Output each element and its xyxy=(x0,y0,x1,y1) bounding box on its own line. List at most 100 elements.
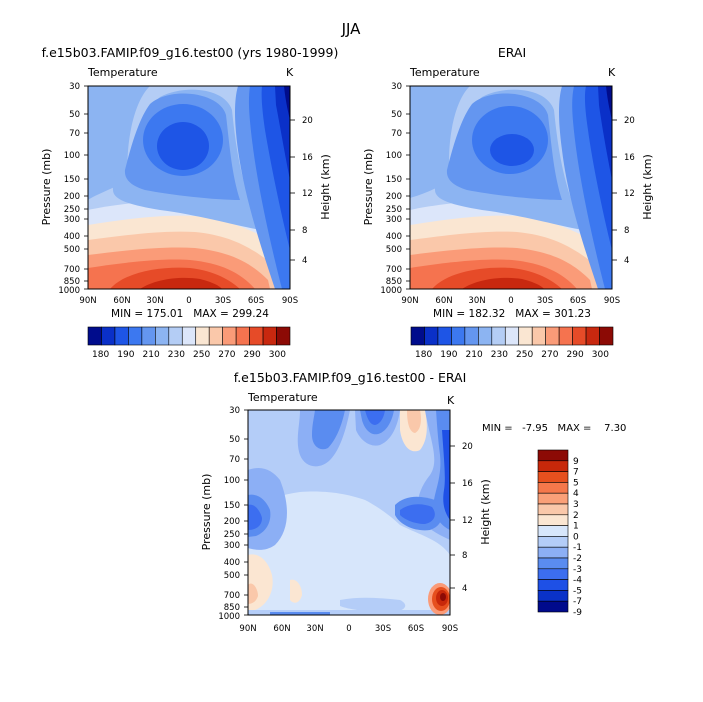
contour-fill xyxy=(407,410,421,433)
x-tick-label: 90S xyxy=(282,296,298,306)
x-tick-label: 30N xyxy=(468,296,485,306)
colorbar-swatch xyxy=(249,326,264,346)
y-tick-label: 150 xyxy=(64,175,80,185)
colorbar-label: 270 xyxy=(218,350,235,360)
x-tick-label: 0 xyxy=(346,624,351,634)
colorbar-label: 210 xyxy=(466,350,483,360)
contour-fill xyxy=(410,86,470,198)
y-tick-label: 200 xyxy=(386,192,402,202)
colorbar-label: 1 xyxy=(573,522,579,532)
x-tick-label: 0 xyxy=(508,296,513,306)
colorbar-label: -1 xyxy=(573,543,582,553)
contour-fill xyxy=(312,410,345,450)
panel-title: ERAI xyxy=(498,45,526,60)
colorbar-swatch xyxy=(537,525,569,537)
colorbar-swatch xyxy=(114,326,129,346)
colorbar-swatch xyxy=(537,590,569,602)
colorbar-swatch xyxy=(451,326,466,346)
y-tick-label: 250 xyxy=(64,205,80,215)
colorbar-label: 180 xyxy=(415,350,432,360)
colorbar: 180 190 210 230 250 270 290 300 xyxy=(410,326,614,360)
colorbar-swatch xyxy=(141,326,156,346)
y-tick-label: 400 xyxy=(64,232,80,242)
y2-ticks xyxy=(450,445,455,589)
plot-frame xyxy=(87,85,291,290)
variable-label: Temperature xyxy=(247,391,318,404)
contour-fill xyxy=(140,277,222,289)
y2-axis-label: Height (km) xyxy=(479,479,492,545)
y-tick-label: 70 xyxy=(229,455,240,465)
y2-tick-label: 20 xyxy=(462,442,473,452)
contour-fill xyxy=(400,504,435,524)
colorbar-swatch xyxy=(537,460,569,472)
colorbar-label: -3 xyxy=(573,565,582,575)
colorbar-swatch xyxy=(537,503,569,516)
y2-tick-label: 16 xyxy=(624,153,635,163)
x-tick-label: 30N xyxy=(306,624,323,634)
y-tick-label: 1000 xyxy=(218,612,240,622)
colorbar-swatch xyxy=(504,326,520,346)
contour-fill xyxy=(340,597,406,612)
x-tick-label: 90N xyxy=(401,296,418,306)
panel-difference: f.e15b03.FAMIP.f09_g16.test00 - ERAI Tem… xyxy=(200,370,626,634)
colorbar-swatch xyxy=(155,326,170,346)
colorbar-swatch xyxy=(558,326,573,346)
y-tick-label: 400 xyxy=(386,232,402,242)
colorbar-swatch xyxy=(537,449,569,462)
colorbar-swatch xyxy=(518,326,533,346)
panel-title: f.e15b03.FAMIP.f09_g16.test00 (yrs 1980-… xyxy=(42,45,339,60)
colorbar-swatch xyxy=(128,326,143,346)
colorbar-swatch xyxy=(491,326,506,346)
x-tick-label: 90N xyxy=(239,624,256,634)
y-axis-label: Pressure (mb) xyxy=(200,474,213,551)
x-tick-label: 0 xyxy=(186,296,191,306)
colorbar: 180 190 210 230 250 270 290 300 xyxy=(87,326,291,360)
x-tick-label: 60N xyxy=(273,624,290,634)
x-tick-label: 60S xyxy=(248,296,264,306)
y2-tick-label: 4 xyxy=(462,584,467,594)
x-tick-label: 90S xyxy=(442,624,458,634)
variable-label: Temperature xyxy=(87,66,158,79)
colorbar-swatch xyxy=(537,536,569,548)
y-tick-label: 150 xyxy=(224,501,240,511)
colorbar-label: -7 xyxy=(573,597,582,607)
y2-tick-label: 12 xyxy=(302,189,313,199)
plot-frame xyxy=(409,85,613,290)
y-tick-label: 70 xyxy=(69,129,80,139)
x-tick-label: 30S xyxy=(215,296,231,306)
y-tick-label: 50 xyxy=(229,435,240,445)
contour-fill xyxy=(157,122,209,170)
colorbar-swatch xyxy=(537,482,569,494)
colorbar-label: -9 xyxy=(573,608,582,618)
y-tick-label: 1000 xyxy=(58,286,80,296)
plot-frame xyxy=(247,409,451,616)
colorbar-label: 9 xyxy=(573,457,579,467)
contour-fill xyxy=(606,86,612,120)
x-tick-label: 30S xyxy=(537,296,553,306)
y-tick-label: 100 xyxy=(64,151,80,161)
colorbar-swatch xyxy=(235,326,250,346)
variable-label: Temperature xyxy=(409,66,480,79)
colorbar-swatch xyxy=(537,568,569,580)
y-tick-label: 200 xyxy=(64,192,80,202)
colorbar-swatch xyxy=(537,514,569,526)
y-tick-label: 850 xyxy=(224,603,240,613)
page-title: JJA xyxy=(341,20,362,38)
colorbar-label: 250 xyxy=(516,350,533,360)
colorbar-swatch xyxy=(87,326,102,346)
y2-tick-label: 8 xyxy=(462,551,467,561)
colorbar-label: 230 xyxy=(491,350,508,360)
min-max-stats: MIN = 182.32 MAX = 301.23 xyxy=(433,308,591,320)
contour-fill xyxy=(442,430,450,520)
colorbar-label: 7 xyxy=(573,468,579,478)
y-tick-label: 700 xyxy=(64,265,80,275)
panel-title: f.e15b03.FAMIP.f09_g16.test00 - ERAI xyxy=(234,370,467,385)
colorbar-label: 2 xyxy=(573,511,579,521)
colorbar-swatch xyxy=(545,326,560,346)
contour-field xyxy=(248,410,450,615)
panel-erai-temperature: ERAI Temperature K 30 50 70 xyxy=(362,45,654,360)
colorbar-swatch xyxy=(195,326,210,346)
y-ticks xyxy=(84,85,88,290)
